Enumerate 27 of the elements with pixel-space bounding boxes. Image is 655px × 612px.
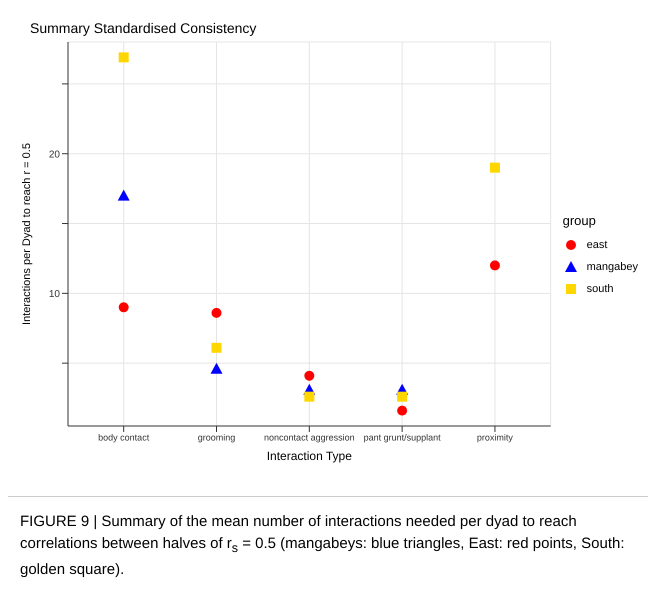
point [210, 362, 222, 374]
point [397, 392, 408, 402]
text: FIGURE 9 | Summary of the mean number of interactions needed per dyad to reach correlations between halves of r$_{s}$ = 0.5 (mangabeys: blue triangles, East: red points, South: golden square). [20, 513, 625, 578]
x-tick-label: noncontact aggression [264, 432, 355, 442]
point [304, 370, 314, 381]
point [397, 406, 408, 416]
x-axis-title: Interaction Type [266, 449, 352, 463]
y-tick-label: 20 [48, 149, 60, 160]
x-tick-label: grooming [198, 432, 236, 442]
point [304, 392, 314, 402]
legend-title: group [562, 212, 597, 228]
y-tick-label: 10 [48, 288, 60, 300]
point [118, 190, 130, 201]
x-tick-label: proximity [476, 432, 514, 442]
point [118, 52, 129, 62]
chart-title: Summary Standardised Consistency [29, 19, 258, 36]
y-axis-title: Interactions per Dyad to reach r = 0.5 [20, 143, 33, 325]
legend-label: south [586, 282, 614, 294]
x-tick-label: body contact [98, 432, 150, 442]
point [118, 302, 129, 312]
x-tick-label: pant grunt/supplant [364, 432, 442, 442]
legend-label: mangabey [586, 260, 638, 272]
point [212, 342, 222, 353]
point [490, 260, 500, 270]
legend-label: east [586, 238, 608, 250]
point [212, 308, 222, 318]
point [490, 162, 500, 173]
